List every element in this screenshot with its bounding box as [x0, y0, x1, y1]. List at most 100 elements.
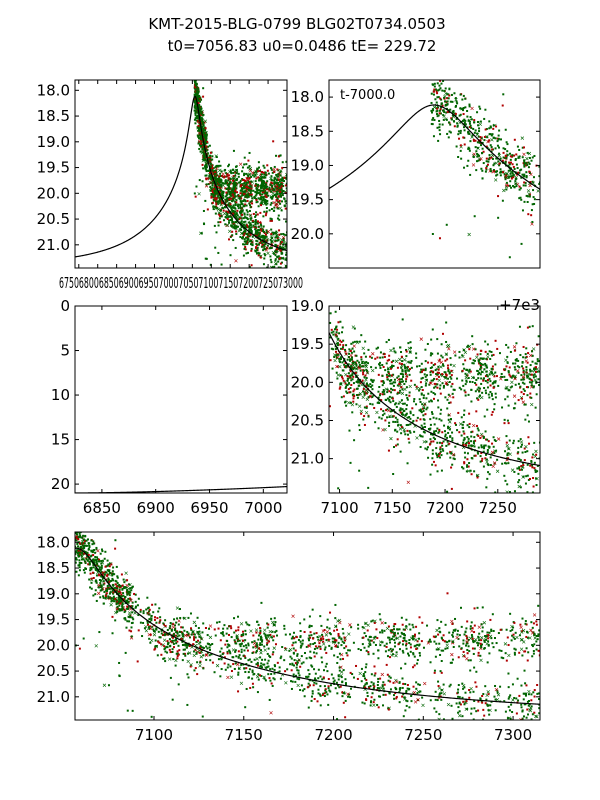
data-point-a: [205, 159, 208, 162]
chart-baseline-frame: [74, 305, 288, 494]
data-point-b: [240, 197, 243, 200]
data-point-b: [329, 405, 331, 408]
data-point-b: [194, 195, 197, 198]
data-point-a: [305, 645, 308, 648]
data-point-a: [336, 342, 339, 345]
data-point-a: [357, 381, 360, 384]
data-point-b: [516, 173, 519, 176]
data-point-a: [218, 217, 221, 220]
data-point-b: [216, 186, 219, 189]
data-point-a: [220, 179, 223, 182]
data-point-a: [524, 403, 527, 406]
data-point-a: [488, 127, 491, 130]
data-point-a: [444, 396, 447, 399]
data-point-b: [437, 375, 440, 378]
data-point-a: [285, 242, 287, 245]
data-point-b: [387, 625, 390, 628]
data-point-a: [444, 433, 447, 436]
y-tick-label: 0: [60, 297, 70, 315]
data-point-b: [486, 163, 489, 166]
data-point-a: [388, 398, 391, 401]
data-point-a: [232, 656, 235, 659]
data-point-b: [436, 386, 439, 389]
data-point-b: [458, 137, 461, 140]
data-point-b: [492, 127, 495, 130]
data-point-b: [250, 249, 253, 252]
data-point-a: [394, 402, 397, 405]
data-point-a: [262, 225, 265, 228]
data-point-a: [518, 458, 521, 461]
data-point-a: [359, 409, 364, 413]
data-point-a: [243, 649, 246, 652]
y-tick-label: 21.0: [291, 450, 324, 468]
data-point-a: [427, 392, 430, 395]
data-point-b: [211, 661, 214, 664]
data-point-a: [237, 172, 240, 175]
data-point-a: [516, 365, 519, 368]
data-point-a: [275, 255, 279, 259]
data-point-a: [249, 217, 252, 220]
data-point-a: [481, 363, 484, 366]
data-point-a: [424, 367, 427, 370]
data-point-a: [253, 640, 256, 643]
data-point-b: [363, 423, 366, 426]
data-point-a: [243, 174, 246, 177]
data-point-a: [275, 244, 278, 247]
data-point-b: [248, 187, 251, 190]
data-point-a: [358, 424, 361, 427]
data-point-a: [528, 636, 532, 640]
data-point-a: [449, 456, 452, 459]
data-point-a: [524, 184, 527, 187]
data-point-b: [352, 360, 355, 363]
data-point-a: [508, 439, 511, 442]
data-point-a: [230, 225, 233, 228]
data-point-a: [398, 357, 402, 362]
data-point-b: [244, 180, 247, 183]
data-point-a: [210, 653, 213, 656]
data-point-b: [335, 350, 338, 353]
data-point-a: [462, 94, 465, 97]
data-point-a: [521, 173, 524, 176]
data-point-a: [365, 382, 368, 385]
data-point-b: [513, 349, 516, 352]
data-point-a: [236, 205, 239, 208]
data-point-b: [221, 201, 224, 204]
data-point-a: [225, 194, 228, 197]
data-point-a: [358, 365, 361, 368]
data-point-b: [215, 203, 218, 206]
data-point-a: [431, 232, 434, 235]
data-point-a: [392, 373, 395, 376]
chart-peak-frame: [328, 79, 541, 269]
data-point-a: [198, 144, 201, 147]
data-point-a: [199, 134, 202, 137]
data-point-a: [227, 179, 230, 182]
data-point-a: [388, 691, 391, 694]
data-point-a: [246, 623, 249, 626]
data-point-b: [208, 180, 213, 185]
data-point-a: [252, 673, 255, 676]
data-point-a: [511, 698, 515, 702]
data-point-a: [518, 467, 521, 470]
data-point-a: [251, 174, 254, 177]
data-point-a: [497, 384, 500, 387]
data-point-b: [515, 153, 518, 156]
data-point-a: [257, 161, 260, 164]
data-point-a: [431, 118, 434, 121]
data-point-a: [248, 202, 251, 205]
data-point-a: [536, 470, 539, 473]
data-point-a: [272, 233, 275, 236]
data-point-a: [233, 181, 236, 184]
data-point-a: [432, 93, 435, 96]
data-point-a: [271, 197, 274, 200]
data-point-b: [342, 344, 345, 347]
data-point-a: [511, 385, 514, 388]
data-point-a: [372, 684, 375, 687]
data-point-a: [257, 205, 260, 208]
data-point-b: [226, 173, 229, 176]
data-point-a: [262, 263, 265, 266]
data-point-a: [447, 377, 450, 380]
data-point-a: [437, 365, 440, 368]
data-point-a: [360, 365, 363, 368]
data-point-a: [382, 704, 385, 707]
chart-wide-points: [75, 532, 540, 720]
